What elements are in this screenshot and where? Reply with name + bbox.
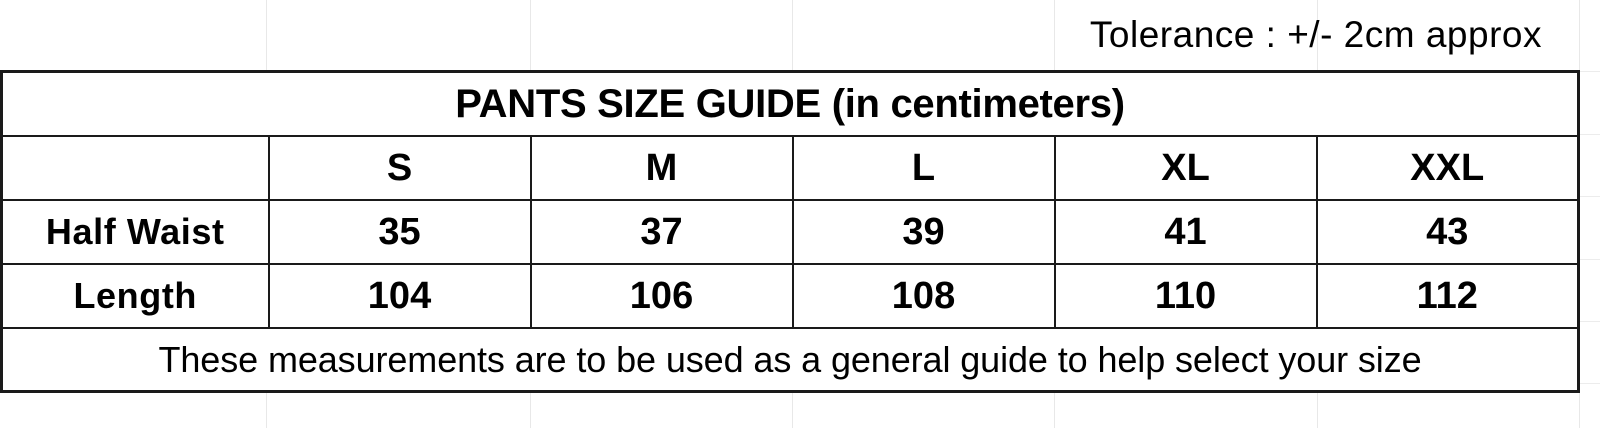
half-waist-s: 35 xyxy=(267,199,532,265)
half-waist-xl: 41 xyxy=(1053,199,1318,265)
header-size-xxl: XXL xyxy=(1315,135,1580,201)
table-title: PANTS SIZE GUIDE (in centimeters) xyxy=(0,70,1580,137)
header-size-xl: XL xyxy=(1053,135,1318,201)
tolerance-note: Tolerance : +/- 2cm approx xyxy=(0,0,1600,70)
length-xxl: 112 xyxy=(1315,263,1580,329)
row-label-half-waist: Half Waist xyxy=(0,199,270,265)
size-table-container: PANTS SIZE GUIDE (in centimeters) S M L … xyxy=(0,70,1581,393)
header-size-l: L xyxy=(791,135,1056,201)
table-footer-note: These measurements are to be used as a g… xyxy=(0,327,1580,393)
tolerance-text: Tolerance : +/- 2cm approx xyxy=(1089,14,1542,55)
header-corner-cell xyxy=(0,135,270,201)
table-title-row: PANTS SIZE GUIDE (in centimeters) xyxy=(0,70,1580,137)
half-waist-l: 39 xyxy=(791,199,1056,265)
table-footer-row: These measurements are to be used as a g… xyxy=(0,327,1580,393)
length-m: 106 xyxy=(529,263,794,329)
half-waist-m: 37 xyxy=(529,199,794,265)
header-size-m: M xyxy=(529,135,794,201)
header-size-s: S xyxy=(267,135,532,201)
table-header-row: S M L XL XXL xyxy=(0,135,1580,201)
pants-size-guide-table: PANTS SIZE GUIDE (in centimeters) S M L … xyxy=(0,70,1581,393)
length-l: 108 xyxy=(791,263,1056,329)
table-row: Length 104 106 108 110 112 xyxy=(0,263,1580,329)
length-s: 104 xyxy=(267,263,532,329)
length-xl: 110 xyxy=(1053,263,1318,329)
table-row: Half Waist 35 37 39 41 43 xyxy=(0,199,1580,265)
row-label-length: Length xyxy=(0,263,270,329)
half-waist-xxl: 43 xyxy=(1315,199,1580,265)
